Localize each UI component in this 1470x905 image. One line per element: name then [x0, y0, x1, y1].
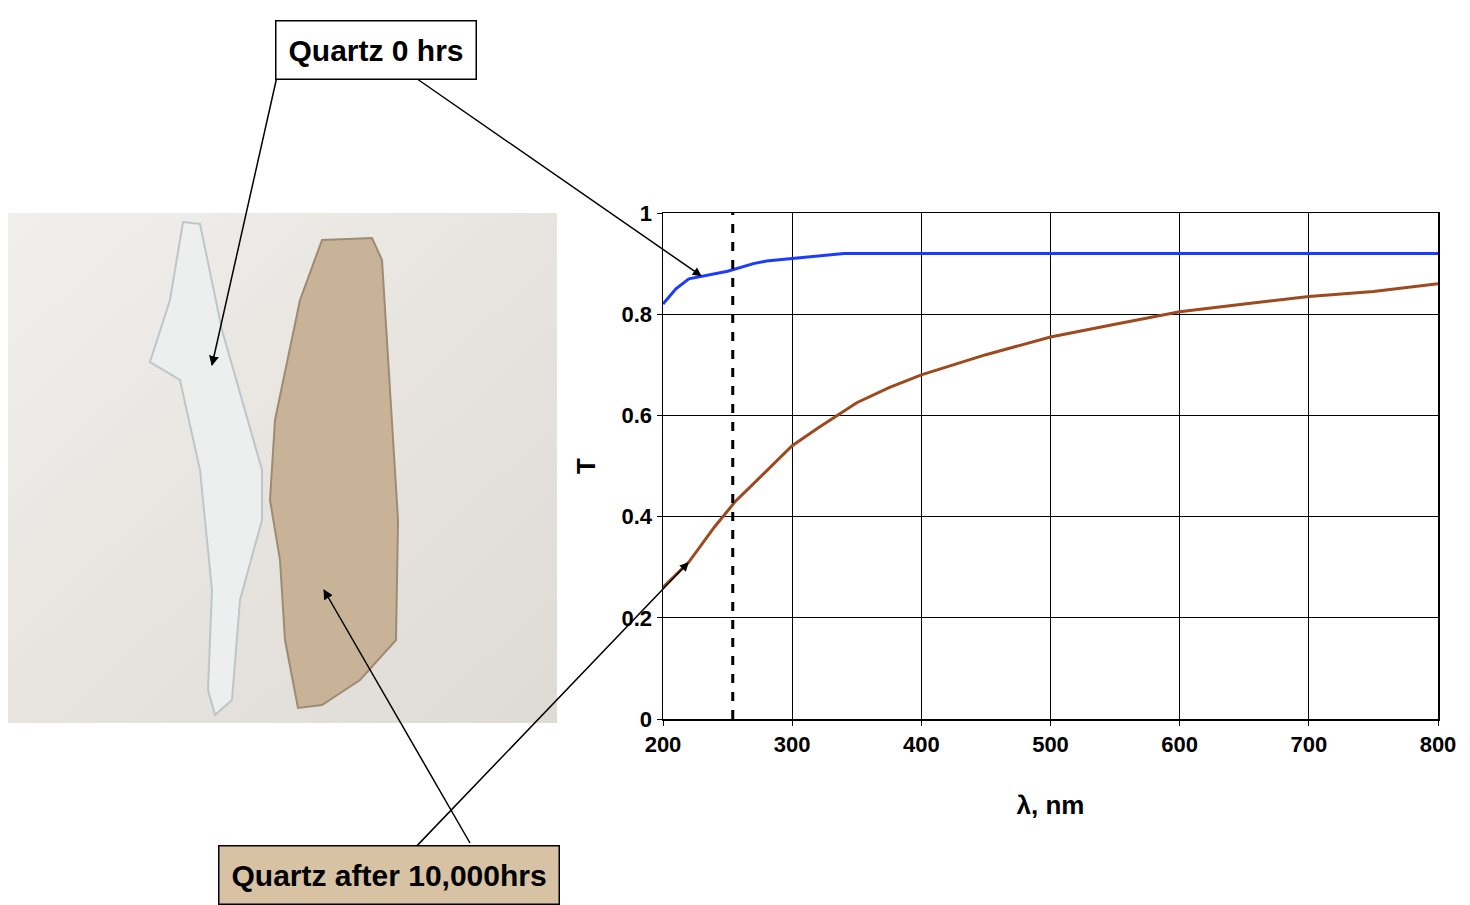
svg-text:300: 300: [774, 732, 811, 757]
svg-text:200: 200: [645, 732, 682, 757]
svg-text:500: 500: [1032, 732, 1069, 757]
svg-text:700: 700: [1290, 732, 1327, 757]
svg-text:Quartz after 10,000hrs: Quartz after 10,000hrs: [232, 859, 547, 892]
svg-text:0: 0: [640, 707, 652, 732]
svg-text:400: 400: [903, 732, 940, 757]
svg-text:0.4: 0.4: [622, 504, 653, 529]
svg-text:600: 600: [1161, 732, 1198, 757]
svg-text:Quartz 0 hrs: Quartz 0 hrs: [289, 34, 464, 67]
svg-text:0.2: 0.2: [622, 606, 653, 631]
svg-text:0.8: 0.8: [622, 302, 653, 327]
svg-text:T: T: [571, 458, 601, 474]
svg-text:800: 800: [1420, 732, 1457, 757]
svg-text:λ, nm: λ, nm: [1017, 790, 1085, 820]
svg-text:0.6: 0.6: [622, 403, 653, 428]
svg-text:1: 1: [640, 201, 652, 226]
